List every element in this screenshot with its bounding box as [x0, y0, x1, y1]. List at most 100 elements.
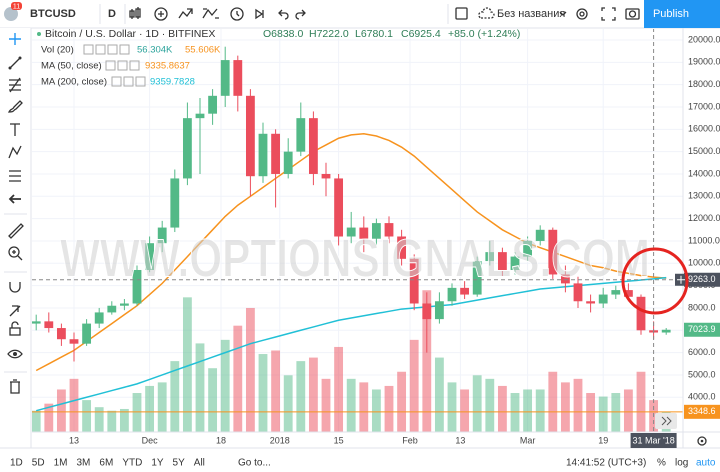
fullscreen-icon[interactable] — [601, 7, 616, 21]
undo-icon[interactable] — [278, 9, 289, 20]
candle-body — [397, 236, 407, 259]
prediction-tool[interactable] — [9, 170, 21, 182]
last-price-label: 7023.9 — [688, 324, 716, 334]
candle-body — [497, 252, 507, 270]
fib-tool[interactable] — [9, 77, 21, 93]
volume-bar — [258, 354, 268, 432]
crosshair-date-label: 31 Mar '18 — [632, 435, 674, 445]
crosshair-tool[interactable] — [9, 33, 21, 45]
left-toolbar — [0, 28, 31, 448]
candle-body — [409, 258, 419, 304]
measure-tool[interactable] — [8, 223, 24, 239]
range-button[interactable]: 1D — [10, 458, 23, 469]
legend-ma200-name: MA (200, close) — [41, 77, 107, 88]
lock-tool[interactable] — [9, 321, 21, 336]
range-button[interactable]: 1Y — [151, 458, 164, 469]
layout-icon[interactable] — [455, 7, 468, 20]
candle-body — [32, 321, 41, 324]
legend: Bitcoin / U.S. Dollar · 1D · BITFINEX O6… — [37, 28, 520, 88]
y-tick-label: 12000.0 — [688, 213, 720, 223]
crosshair-date-tag — [630, 433, 677, 448]
compare-icon[interactable] — [154, 7, 168, 21]
volume-bar — [195, 343, 205, 432]
magnet-tool[interactable] — [9, 282, 21, 293]
volume-bar — [346, 378, 356, 432]
volume-bar — [82, 400, 92, 432]
scroll-icon — [661, 416, 672, 426]
auto-toggle[interactable]: auto — [696, 458, 716, 469]
volume-bar — [560, 382, 570, 432]
clock: 14:41:52 (UTC+3) — [566, 458, 646, 469]
candle-body — [321, 173, 331, 179]
range-button[interactable]: 5Y — [173, 458, 186, 469]
brush-tool[interactable] — [7, 100, 23, 113]
volume-bar — [271, 350, 281, 432]
candle-body — [346, 227, 356, 237]
range-button[interactable]: 6M — [99, 458, 113, 469]
pattern-tool[interactable] — [8, 145, 22, 159]
legend-low: L6780.1 — [355, 28, 393, 40]
candle-body — [447, 287, 457, 302]
y-tick-label: 14000.0 — [688, 168, 720, 178]
legend-ma200-value: 9359.7828 — [150, 77, 195, 88]
last-price-tag — [684, 322, 720, 337]
level-label: 3348.6 — [688, 406, 716, 416]
volume-bar — [422, 290, 432, 432]
volume-bar — [447, 382, 457, 432]
candle-body — [560, 274, 570, 284]
chart-type-icon[interactable] — [129, 7, 141, 19]
volume-bar — [598, 396, 608, 432]
volume-bar — [157, 382, 167, 432]
layout-name[interactable]: Без названия — [497, 8, 565, 20]
volume-bar — [69, 378, 79, 432]
candle-body — [510, 256, 520, 270]
candle-body — [119, 303, 129, 306]
volume-bar — [548, 371, 558, 432]
replay-icon[interactable] — [255, 8, 264, 20]
trash-tool[interactable] — [10, 379, 20, 394]
volume-bar — [56, 389, 66, 432]
y-tick-label: 6000.0 — [688, 347, 716, 357]
candle-body — [598, 294, 608, 304]
annotation-circle — [621, 247, 689, 315]
settings-icon[interactable] — [576, 8, 588, 20]
cloud-icon[interactable] — [478, 7, 495, 19]
redo-icon[interactable] — [295, 9, 306, 20]
volume-bar — [145, 385, 155, 432]
candle-body — [422, 303, 432, 320]
volume-bar — [182, 297, 192, 432]
lock-draw-tool[interactable] — [9, 305, 21, 317]
range-button[interactable]: All — [194, 458, 205, 469]
visibility-tool[interactable] — [7, 349, 23, 359]
alert-icon[interactable] — [230, 7, 244, 21]
text-tool[interactable] — [10, 123, 20, 136]
candle-body — [233, 60, 243, 96]
candle-body — [157, 227, 167, 244]
log-toggle[interactable]: log — [675, 458, 688, 469]
templates-icon[interactable] — [202, 8, 219, 19]
dropdown-arrow[interactable] — [559, 11, 567, 16]
candle-body — [182, 118, 192, 179]
indicators-icon[interactable] — [178, 8, 193, 19]
bottom-bar — [0, 448, 720, 472]
snapshot-icon[interactable] — [625, 8, 640, 20]
x-tick-label: Dec — [142, 435, 159, 445]
interval[interactable]: D — [108, 8, 116, 20]
range-button[interactable]: 1M — [54, 458, 68, 469]
range-button[interactable]: YTD — [122, 458, 142, 469]
y-tick-label: 8000.0 — [688, 302, 716, 312]
axis-settings[interactable] — [697, 436, 707, 446]
candle-body — [308, 118, 318, 174]
goto[interactable]: Go to... — [238, 458, 271, 469]
percent-toggle[interactable]: % — [657, 458, 666, 469]
publish-label: Publish — [653, 8, 689, 20]
publish-button[interactable] — [644, 0, 720, 28]
symbol[interactable]: BTCUSD — [30, 8, 76, 20]
trendline-tool[interactable] — [8, 56, 22, 70]
back-arrow[interactable] — [8, 194, 21, 204]
range-button[interactable]: 3M — [77, 458, 91, 469]
range-button[interactable]: 5D — [32, 458, 45, 469]
zoom-tool[interactable] — [8, 246, 23, 261]
avatar[interactable] — [4, 7, 18, 21]
volume-bar — [535, 389, 545, 432]
